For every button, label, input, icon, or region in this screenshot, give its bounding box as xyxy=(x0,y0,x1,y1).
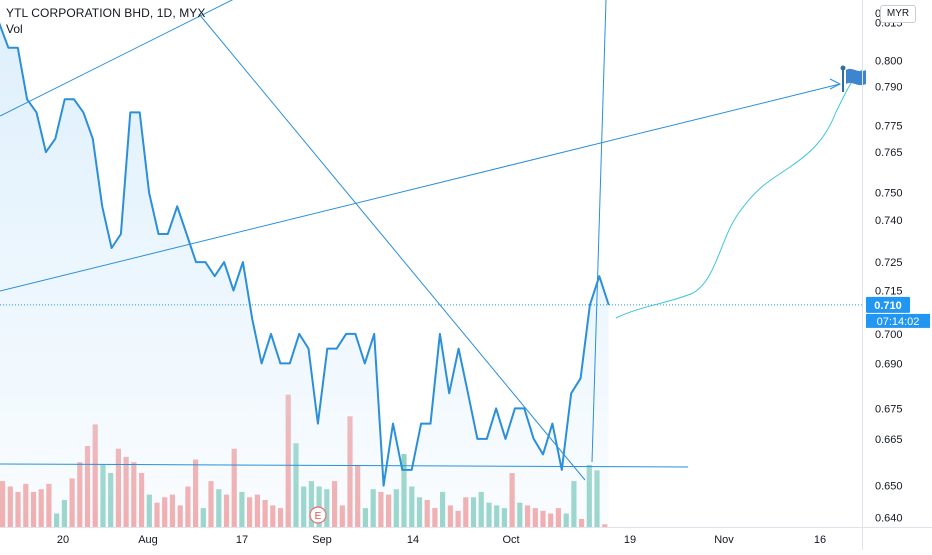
y-tick-label: 0.715 xyxy=(875,286,903,298)
flag-top xyxy=(840,65,846,71)
y-tick-label: 0.650 xyxy=(875,481,903,493)
y-tick-label: 0.725 xyxy=(875,257,903,269)
x-tick-label: 16 xyxy=(814,534,826,546)
horizontal-support-line xyxy=(0,463,689,468)
price-area xyxy=(0,25,609,527)
last-price-value: 0.710 xyxy=(874,300,902,312)
volume-label: Vol xyxy=(6,22,23,36)
currency-badge[interactable]: MYR xyxy=(880,5,916,23)
time-axis-background xyxy=(0,527,932,550)
x-tick-label: Sep xyxy=(312,534,332,546)
x-tick-label: 14 xyxy=(407,534,419,546)
trendline-upper-left xyxy=(0,0,234,117)
y-tick-label: 0.740 xyxy=(875,215,903,227)
trendline-descending xyxy=(198,13,586,481)
x-tick-label: Aug xyxy=(138,534,158,546)
earnings-marker-circle xyxy=(309,506,327,524)
trendline-vertical xyxy=(591,0,607,463)
y-tick-label: 0.675 xyxy=(875,403,903,415)
earnings-marker: E xyxy=(309,506,327,524)
y-tick-label: 0.665 xyxy=(875,434,903,446)
countdown-value: 07:14:02 xyxy=(877,316,920,328)
price-axis-background xyxy=(862,0,932,550)
drawings xyxy=(0,0,842,481)
chart-title: YTL CORPORATION BHD, 1D, MYX xyxy=(6,6,206,20)
y-tick-label-partial: 0 xyxy=(875,8,881,20)
price-tag: 0.710 07:14:02 xyxy=(866,296,930,328)
time-axis: 20 Aug 17 Sep 14 Oct 19 Nov 16 xyxy=(0,527,932,546)
countdown-badge xyxy=(866,313,930,328)
price-line xyxy=(0,22,610,487)
projection-curve xyxy=(615,69,863,319)
y-tick-label: 0.690 xyxy=(875,358,903,370)
earnings-marker-label: E xyxy=(315,511,322,522)
flag-icon xyxy=(846,68,866,86)
x-tick-label: 20 xyxy=(57,534,69,546)
trendline-ascending xyxy=(0,83,841,292)
x-tick-label: 17 xyxy=(236,534,248,546)
x-tick-label: Nov xyxy=(714,534,734,546)
x-tick-label: Oct xyxy=(502,534,519,546)
y-tick-label: 0.750 xyxy=(875,188,903,200)
y-tick-label: 0.775 xyxy=(875,121,903,133)
y-tick-label: 0.640 xyxy=(875,512,903,524)
y-tick-label: 0.765 xyxy=(875,147,903,159)
y-tick-label: 0.800 xyxy=(875,56,903,68)
y-tick-label: 0.700 xyxy=(875,329,903,341)
last-price-badge xyxy=(866,296,910,313)
x-tick-label: 19 xyxy=(624,534,636,546)
symbol-header: YTL CORPORATION BHD, 1D, MYX Vol xyxy=(6,6,206,36)
price-axis: 0.8150.8000.7900.7750.7650.7500.7400.725… xyxy=(862,0,903,550)
arrow-head xyxy=(829,78,842,90)
y-tick-label: 0.790 xyxy=(875,81,903,93)
